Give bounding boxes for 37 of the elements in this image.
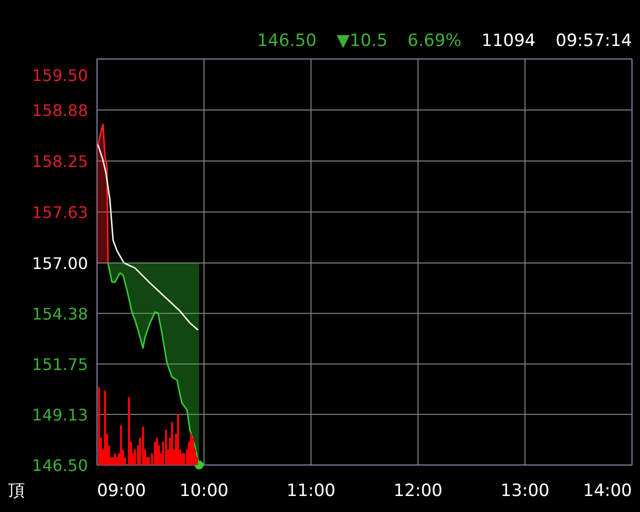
text: 11094 xyxy=(482,31,536,51)
bar xyxy=(128,397,130,465)
bar xyxy=(190,434,192,465)
bar xyxy=(148,457,150,465)
bar xyxy=(134,449,136,465)
y-tick-label: 149.13 xyxy=(32,405,88,424)
x-tick-label: 11:00 xyxy=(286,481,336,501)
y-tick-label: 159.50 xyxy=(32,66,88,85)
y-tick-label: 158.25 xyxy=(32,152,88,171)
text: ▼10.5 xyxy=(336,31,388,51)
y-tick-label: 158.88 xyxy=(32,101,88,120)
bar xyxy=(120,425,122,465)
x-tick-label: 12:00 xyxy=(394,481,442,501)
bar xyxy=(104,390,106,465)
bar xyxy=(156,438,158,465)
y-tick-label: 151.75 xyxy=(32,355,88,374)
y-tick-label: 157.00 xyxy=(32,254,88,273)
bar xyxy=(114,453,116,465)
text: 146.50 xyxy=(257,31,317,51)
bar xyxy=(98,387,100,465)
x-tick-label: 09:00 xyxy=(97,481,146,501)
text: 09:57:14 xyxy=(556,31,632,51)
y-tick-label: 154.38 xyxy=(32,304,88,324)
y-tick-label: 146.50 xyxy=(32,456,88,475)
text: 頂 xyxy=(8,481,25,501)
bar xyxy=(182,453,185,465)
x-tick-label: 13:00 xyxy=(500,481,550,501)
x-tick-label: 10:00 xyxy=(180,481,228,501)
bar xyxy=(192,438,194,465)
bar xyxy=(177,414,179,465)
bar xyxy=(171,422,174,465)
bar xyxy=(142,426,144,465)
bar xyxy=(165,430,168,465)
x-tick-label: 14:00 xyxy=(583,481,632,501)
bar xyxy=(154,442,156,465)
text: 6.69% xyxy=(408,31,462,51)
y-tick-label: 157.63 xyxy=(32,203,88,222)
